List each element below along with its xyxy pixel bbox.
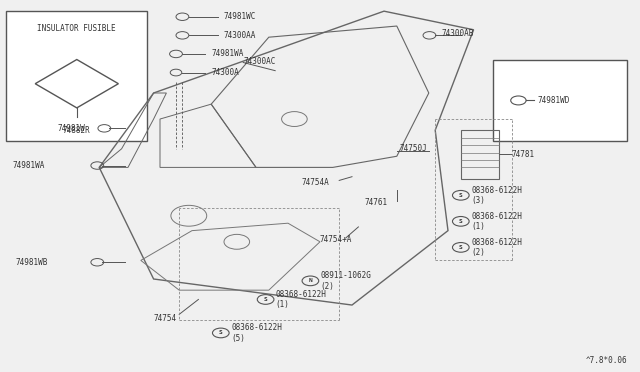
Text: 74981WC: 74981WC xyxy=(224,12,257,21)
Text: 08368-6122H
(1): 08368-6122H (1) xyxy=(471,212,522,231)
Text: S: S xyxy=(459,193,463,198)
FancyBboxPatch shape xyxy=(493,60,627,141)
Text: 74300AA: 74300AA xyxy=(224,31,257,40)
Text: 08911-1062G
(2): 08911-1062G (2) xyxy=(321,271,371,291)
Text: 74981WB: 74981WB xyxy=(16,258,49,267)
Text: S: S xyxy=(264,297,268,302)
Text: 74300AC: 74300AC xyxy=(243,57,276,66)
Text: 08368-6122H
(5): 08368-6122H (5) xyxy=(231,323,282,343)
Text: S: S xyxy=(219,330,223,336)
Text: N: N xyxy=(308,278,312,283)
Text: 74981WD: 74981WD xyxy=(538,96,570,105)
Text: 08368-6122H
(1): 08368-6122H (1) xyxy=(276,290,326,309)
Text: 74981W: 74981W xyxy=(58,124,85,133)
Text: 08368-6122H
(2): 08368-6122H (2) xyxy=(471,238,522,257)
Text: 74300AB: 74300AB xyxy=(442,29,474,38)
Text: 74754+A: 74754+A xyxy=(320,235,353,244)
Text: 74754A: 74754A xyxy=(302,178,330,187)
Text: 74300A: 74300A xyxy=(211,68,239,77)
Text: 74761: 74761 xyxy=(365,198,388,207)
Text: 08368-6122H
(3): 08368-6122H (3) xyxy=(471,186,522,205)
Text: 74981WA: 74981WA xyxy=(13,161,45,170)
Text: S: S xyxy=(459,219,463,224)
Text: ^7.8*0.06: ^7.8*0.06 xyxy=(586,356,627,365)
Text: 74981WA: 74981WA xyxy=(211,49,244,58)
Text: S: S xyxy=(459,245,463,250)
Text: 74882R: 74882R xyxy=(63,126,91,135)
Text: 74750J: 74750J xyxy=(400,144,428,153)
FancyBboxPatch shape xyxy=(6,11,147,141)
Text: INSULATOR FUSIBLE: INSULATOR FUSIBLE xyxy=(38,24,116,33)
Text: 74781: 74781 xyxy=(512,150,535,159)
Text: 74754: 74754 xyxy=(154,314,177,323)
